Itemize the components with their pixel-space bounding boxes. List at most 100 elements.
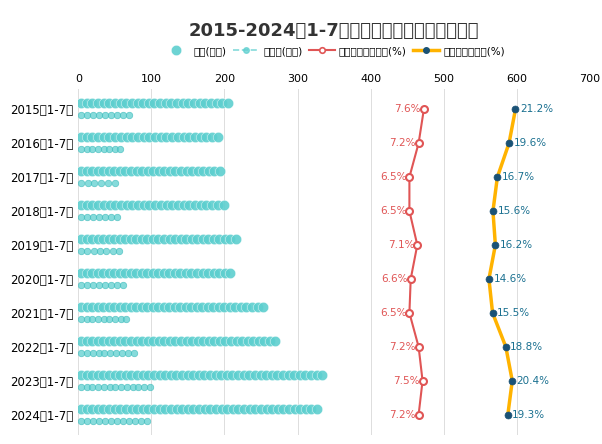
Point — [148, 303, 158, 310]
Point — [192, 303, 202, 310]
Point — [99, 315, 108, 322]
Point — [222, 405, 232, 412]
Point — [144, 134, 154, 141]
Point — [172, 99, 182, 107]
Point — [110, 167, 119, 174]
Point — [166, 405, 176, 412]
Point — [204, 337, 214, 344]
Point — [87, 303, 97, 310]
Point — [132, 371, 142, 378]
Point — [273, 371, 282, 378]
Point — [87, 371, 97, 378]
Point — [205, 405, 215, 412]
Point — [223, 99, 233, 107]
Point — [82, 315, 92, 322]
Point — [317, 371, 327, 378]
Point — [93, 269, 102, 276]
Point — [167, 99, 176, 107]
Point — [178, 99, 188, 107]
Point — [82, 349, 92, 357]
Point — [131, 303, 141, 310]
Point — [295, 371, 305, 378]
Point — [137, 167, 147, 174]
Point — [137, 235, 147, 242]
Point — [121, 371, 131, 378]
Point — [131, 269, 141, 276]
Text: 7.2%: 7.2% — [389, 342, 416, 352]
Point — [106, 281, 116, 289]
Point — [202, 202, 211, 209]
Point — [142, 417, 152, 424]
Point — [199, 167, 208, 174]
Point — [138, 371, 147, 378]
Point — [110, 269, 119, 276]
Point — [204, 167, 214, 174]
Point — [137, 337, 147, 344]
Point — [104, 337, 114, 344]
Point — [176, 269, 185, 276]
Point — [193, 235, 202, 242]
Point — [126, 235, 135, 242]
Point — [87, 167, 97, 174]
Point — [76, 235, 86, 242]
Point — [226, 235, 235, 242]
Point — [105, 349, 115, 357]
Point — [290, 405, 299, 412]
Point — [87, 337, 97, 344]
Point — [179, 202, 188, 209]
Point — [76, 315, 86, 322]
Point — [82, 371, 92, 378]
Point — [239, 405, 249, 412]
Point — [110, 202, 120, 209]
Point — [290, 371, 299, 378]
Point — [116, 315, 125, 322]
Point — [262, 405, 272, 412]
Point — [181, 235, 191, 242]
Point — [76, 248, 86, 255]
Point — [231, 235, 241, 242]
Point — [301, 405, 311, 412]
Point — [88, 281, 98, 289]
Point — [203, 303, 213, 310]
Point — [213, 134, 223, 141]
Point — [105, 383, 114, 390]
Point — [128, 202, 137, 209]
Point — [105, 202, 114, 209]
Point — [195, 99, 205, 107]
Text: 20.4%: 20.4% — [517, 376, 550, 386]
Text: 21.2%: 21.2% — [520, 104, 553, 114]
Point — [184, 99, 193, 107]
Point — [220, 269, 229, 276]
Point — [144, 99, 154, 107]
Point — [82, 99, 92, 107]
Point — [265, 337, 275, 344]
Point — [176, 235, 185, 242]
Point — [160, 337, 169, 344]
Point — [93, 202, 103, 209]
Point — [144, 202, 154, 209]
Point — [132, 337, 141, 344]
Point — [112, 417, 122, 424]
Point — [214, 235, 224, 242]
Point — [181, 303, 191, 310]
Point — [82, 235, 92, 242]
Point — [116, 99, 125, 107]
Point — [155, 371, 164, 378]
Point — [76, 371, 86, 378]
Point — [144, 405, 154, 412]
Text: 16.2%: 16.2% — [500, 240, 533, 250]
Point — [197, 269, 207, 276]
Point — [217, 99, 227, 107]
Point — [215, 167, 225, 174]
Point — [115, 235, 125, 242]
Point — [306, 371, 316, 378]
Point — [167, 134, 177, 141]
Point — [209, 269, 219, 276]
Point — [104, 269, 113, 276]
Point — [93, 371, 103, 378]
Point — [76, 417, 86, 424]
Text: 7.1%: 7.1% — [388, 240, 414, 250]
Point — [126, 303, 135, 310]
Point — [126, 269, 135, 276]
Point — [267, 405, 277, 412]
